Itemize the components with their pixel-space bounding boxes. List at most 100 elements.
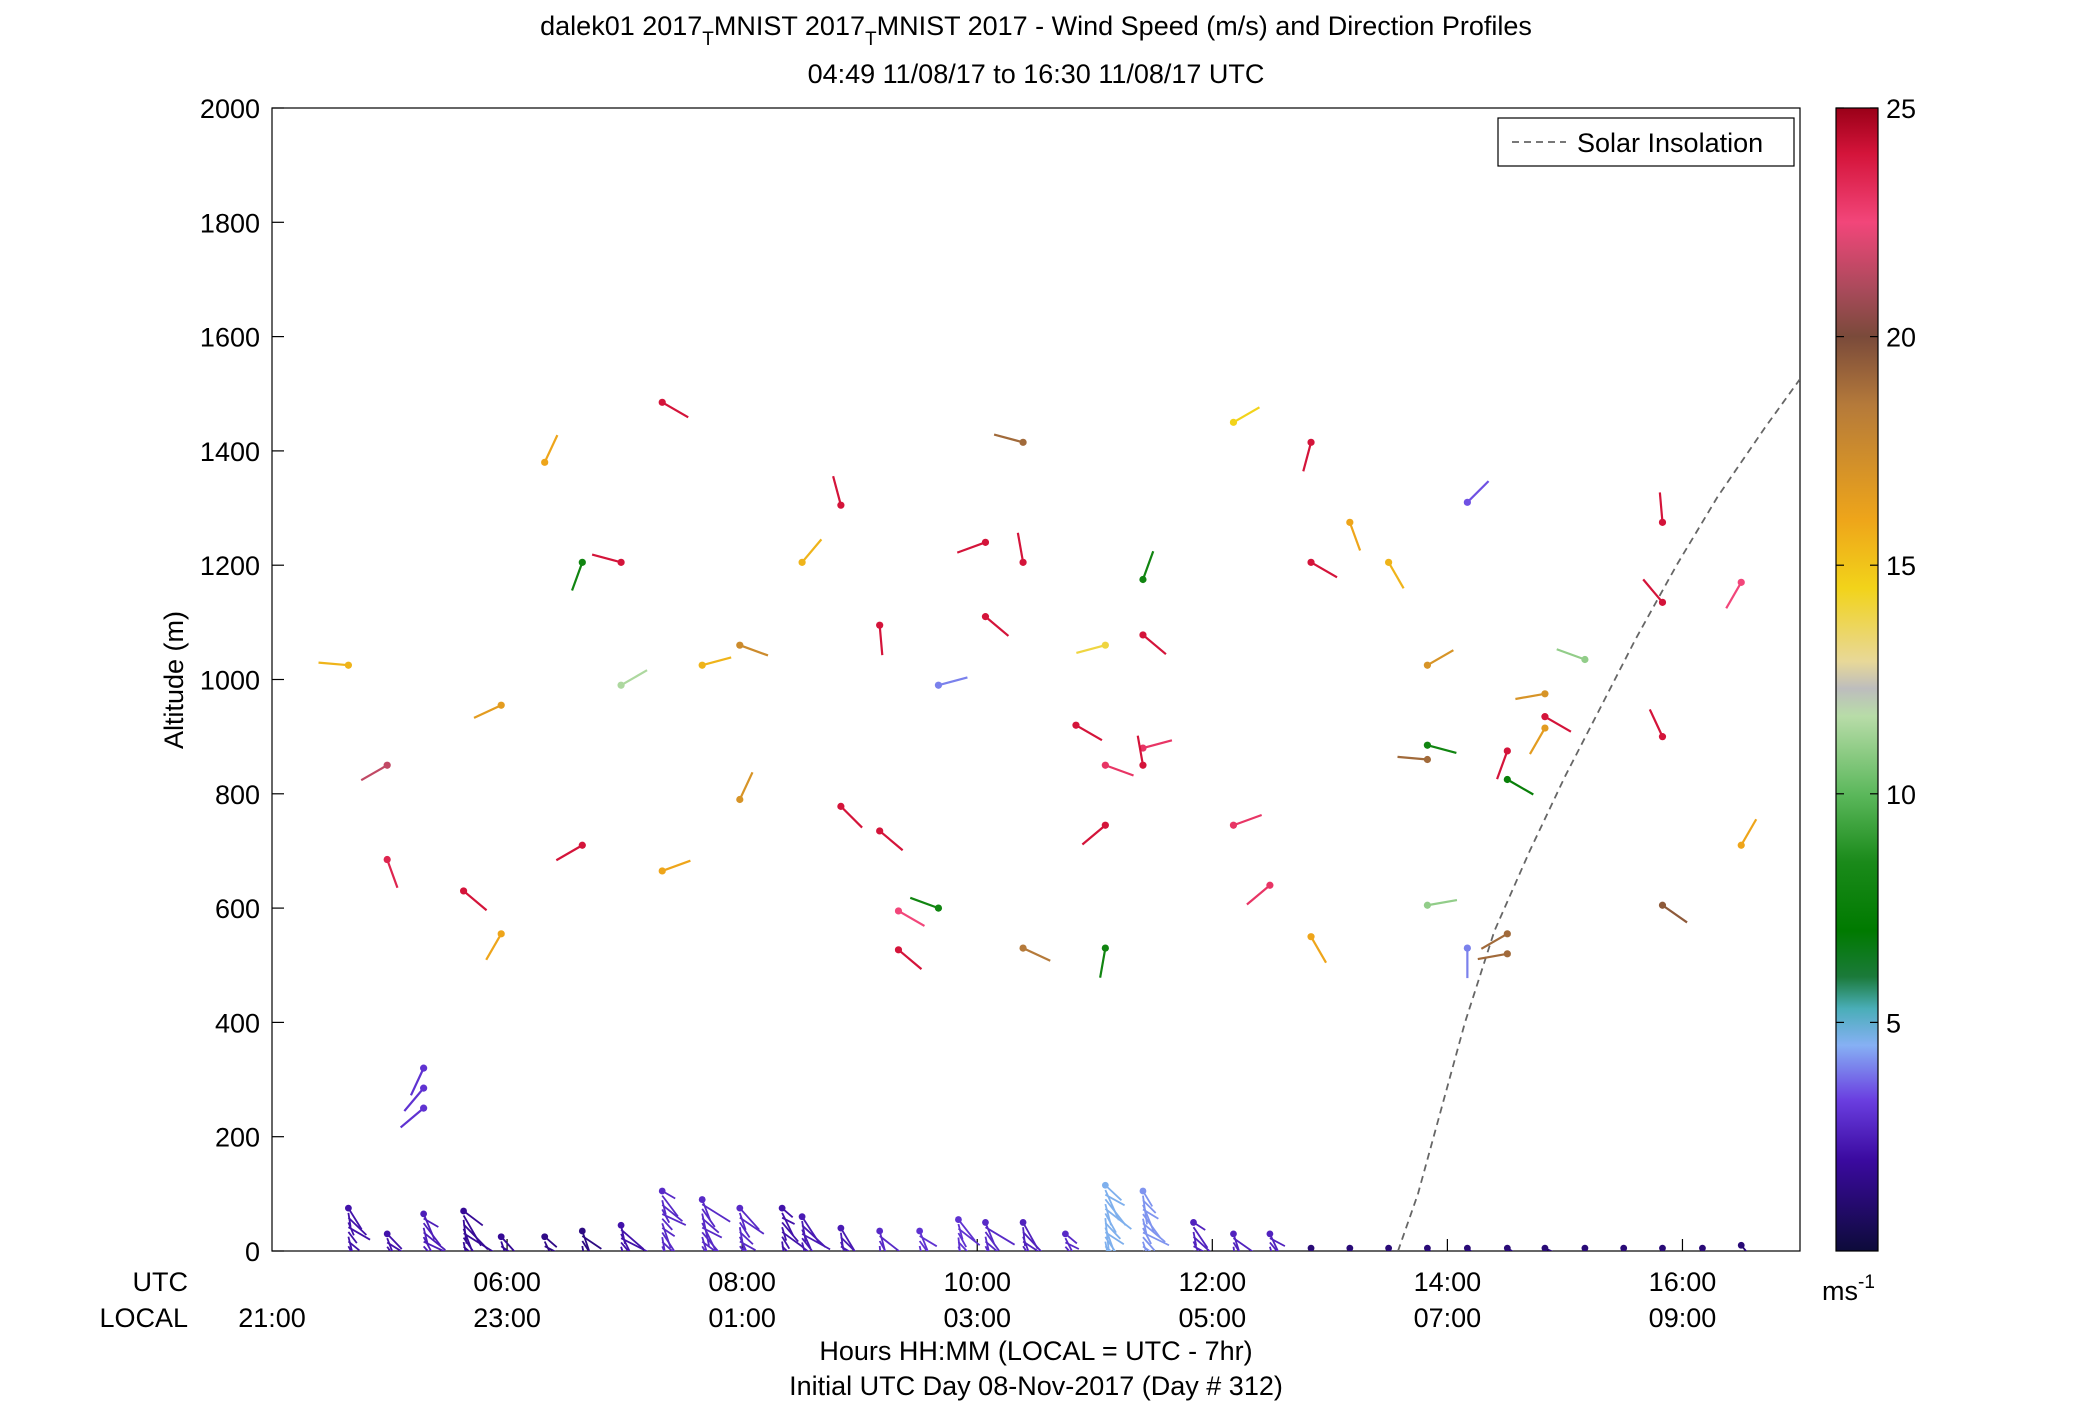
surface-barb-shaft [1142,1250,1145,1251]
wind-barb-point [1229,418,1238,426]
surface-barb-shaft [347,1236,353,1251]
solar-insolation-series [1397,377,1800,1251]
surface-barb-shaft [957,1232,967,1248]
surface-barb-shaft [620,1228,645,1250]
wind-barb-point [1737,578,1745,586]
wind-barb-point [1503,775,1511,784]
surface-barb-cluster [541,1233,558,1251]
wind-barb-point [1581,655,1589,664]
surface-barb-shaft [1104,1184,1123,1201]
wind-barb-shaft [878,625,884,656]
wind-barb [360,761,391,782]
wind-barb-shaft [399,1107,425,1129]
wind-barb [698,656,732,669]
wind-barb-point [1503,930,1511,938]
wind-barb [1016,532,1027,566]
surface-barb-shaft [1702,1250,1704,1251]
wind-barb-shaft [1466,480,1490,504]
surface-barb-point [698,1196,706,1203]
surface-barb-shaft [701,1240,717,1251]
colorbar-tick-label: 25 [1886,94,1916,124]
surface-barb-shaft [957,1237,961,1251]
wind-barb-point [1307,558,1315,566]
wind-barb-point [383,855,391,864]
wind-barb-point [1503,950,1511,958]
wind-barb-point [1072,721,1080,729]
wind-barb [1136,735,1147,769]
wind-barb [798,538,823,566]
surface-barb-cluster [955,1216,981,1251]
wind-barb-point [981,538,990,546]
wind-barb-shaft [909,896,939,910]
wind-barb-point [876,827,884,835]
surface-barb-cluster [460,1207,494,1251]
wind-barb [1642,578,1667,606]
surface-barb-shaft [701,1213,710,1247]
wind-barb-shaft [1661,904,1688,924]
surface-barb-shaft [1105,1250,1107,1251]
near-surface-barbs [345,1181,1748,1251]
surface-barb-point [578,1227,586,1235]
wind-barb [1229,813,1263,829]
wind-barb [541,434,559,466]
surface-barb-shaft [1584,1250,1587,1251]
surface-barb-cluster [778,1204,803,1251]
wind-barb-shaft [1233,813,1263,827]
wind-barb-shaft [661,859,691,872]
surface-barb-point [1659,1244,1666,1251]
surface-barb-shaft [348,1250,351,1251]
colorbar-tick-label: 15 [1886,551,1916,581]
surface-barb-shaft [801,1246,810,1251]
surface-barb-point [798,1213,806,1221]
surface-barb-cluster [345,1204,371,1251]
wind-barb [1423,898,1458,909]
y-tick-label: 1600 [200,323,260,353]
x-tick-label-local: 05:00 [1179,1303,1247,1333]
wind-barb [894,946,923,970]
wind-barb-shaft [993,433,1024,444]
surface-barb-point [1385,1244,1393,1251]
legend-label-solar: Solar Insolation [1577,128,1763,158]
surface-barb-shaft [1584,1247,1587,1251]
wind-barb-point [1229,821,1238,829]
surface-barb-shaft [543,1241,551,1251]
wind-barb-shaft [1506,778,1534,796]
wind-barb-shaft [878,830,904,852]
wind-barb-point [1019,944,1027,952]
surface-barb-shaft [1192,1236,1211,1251]
wind-barb [1081,821,1109,846]
surface-barb-point [1463,1244,1471,1251]
surface-barb-shaft [1507,1250,1509,1251]
wind-barb [617,669,648,689]
surface-barb-cluster [658,1187,687,1251]
surface-barb-cluster [383,1230,403,1251]
surface-barb-point [876,1227,884,1235]
surface-barb-shaft [1022,1231,1043,1251]
surface-barb-shaft [1192,1231,1198,1246]
x-tick-label-utc: 10:00 [943,1267,1011,1297]
wind-barb-point [798,558,806,566]
wind-barb-shaft [1232,406,1260,424]
surface-barb-shaft [1104,1203,1112,1226]
colorbar-tick-label: 20 [1886,323,1916,353]
wind-barb [1477,950,1511,961]
wind-barb [1423,741,1457,755]
surface-barb-shaft [347,1245,352,1251]
wind-barb-point [1463,498,1471,506]
wind-barb-point [497,701,505,709]
wind-barb-point [1423,661,1432,669]
surface-barb-shaft [918,1240,929,1251]
surface-barb-cluster [1541,1244,1554,1251]
surface-barb-shaft [662,1250,665,1251]
surface-barb-shaft [1467,1250,1469,1251]
surface-barb-shaft [544,1250,546,1251]
y-tick-label: 800 [215,780,260,810]
wind-barb [1246,881,1274,906]
surface-barb-shaft [801,1220,807,1242]
wind-barb [1463,480,1490,506]
surface-barb-cluster [1503,1244,1514,1251]
wind-barb-point [894,907,903,915]
surface-barb-point [383,1230,391,1238]
wind-barb-point [497,930,505,938]
wind-barb-shaft [318,661,349,667]
